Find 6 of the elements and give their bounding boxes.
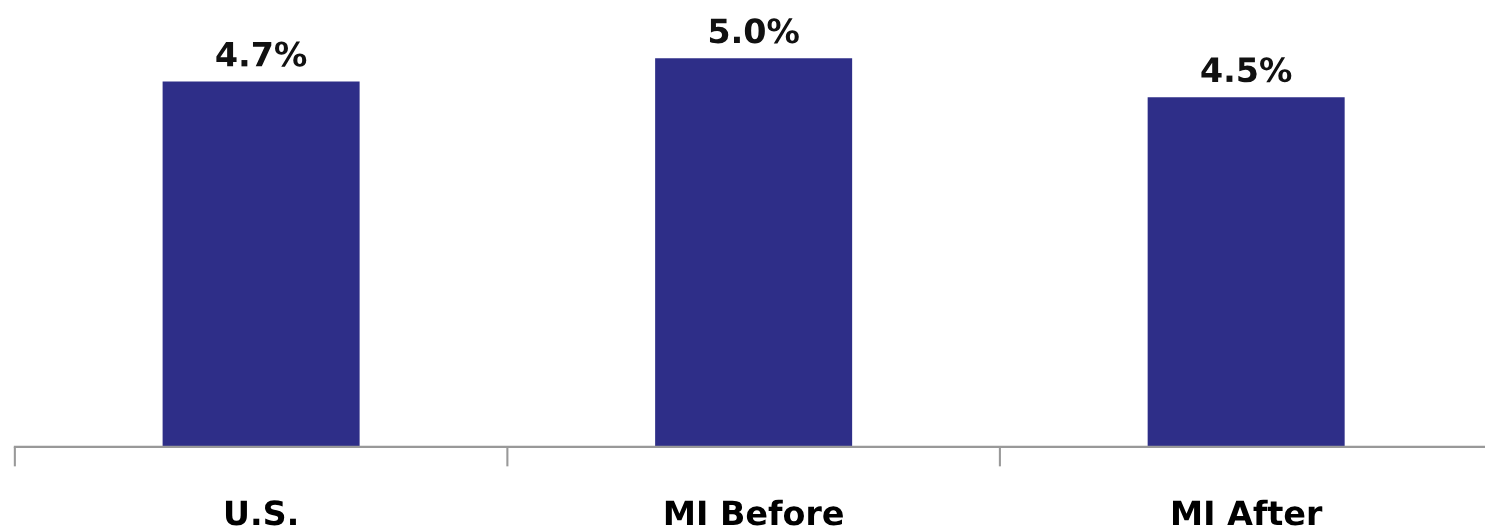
- x-tick-label: U.S.: [225, 500, 296, 526]
- data-label: 4.5%: [1201, 57, 1292, 83]
- data-label: 5.0%: [709, 18, 799, 44]
- data-label: 4.7%: [216, 41, 307, 67]
- x-tick-label: MI Before: [665, 499, 843, 526]
- x-tick-label: MI After: [1173, 499, 1323, 526]
